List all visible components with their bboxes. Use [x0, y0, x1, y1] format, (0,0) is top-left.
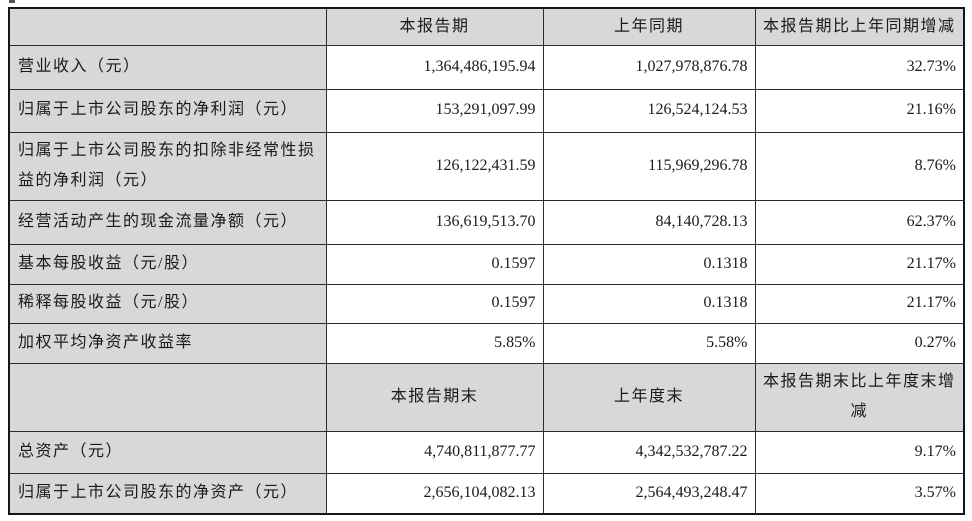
value-change: 21.16% — [754, 88, 965, 133]
table-row-diluted-eps: 稀释每股收益（元/股） 0.1597 0.1318 21.17% — [8, 283, 965, 324]
value-change: 32.73% — [754, 44, 965, 90]
value-current-period: 0.1597 — [325, 283, 544, 324]
table-row-net-profit: 归属于上市公司股东的净利润（元） 153,291,097.99 126,524,… — [8, 88, 965, 133]
table-row-total-assets: 总资产（元） 4,740,811,877.77 4,342,532,787.22… — [8, 430, 965, 474]
balance-header-row: 本报告期末 上年度末 本报告期末比上年度末增减 — [8, 362, 965, 432]
clipped-text-artifact — [9, 0, 15, 3]
table-row-operating-cash-flow: 经营活动产生的现金流量净额（元） 136,619,513.70 84,140,7… — [8, 199, 965, 245]
value-current-period: 126,122,431.59 — [325, 131, 544, 201]
header-prior-period: 上年同期 — [542, 7, 756, 46]
table-row-revenue: 营业收入（元） 1,364,486,195.94 1,027,978,876.7… — [8, 44, 965, 90]
row-label: 总资产（元） — [8, 430, 327, 474]
value-prior-period: 4,342,532,787.22 — [542, 430, 756, 474]
row-label: 归属于上市公司股东的扣除非经常性损益的净利润（元） — [8, 131, 327, 201]
row-label: 稀释每股收益（元/股） — [8, 283, 327, 324]
value-change: 3.57% — [754, 472, 965, 515]
period-header-row: 本报告期 上年同期 本报告期比上年同期增减 — [8, 7, 965, 46]
header-period-change: 本报告期比上年同期增减 — [754, 7, 965, 46]
key-financials-table: 本报告期 上年同期 本报告期比上年同期增减 营业收入（元） 1,364,486,… — [8, 7, 965, 515]
value-current-period: 153,291,097.99 — [325, 88, 544, 133]
header-balance-change: 本报告期末比上年度末增减 — [754, 362, 965, 432]
row-label: 基本每股收益（元/股） — [8, 243, 327, 285]
value-change: 0.27% — [754, 322, 965, 364]
value-prior-period: 126,524,124.53 — [542, 88, 756, 133]
value-current-period: 1,364,486,195.94 — [325, 44, 544, 90]
row-label: 归属于上市公司股东的净利润（元） — [8, 88, 327, 133]
value-prior-period: 1,027,978,876.78 — [542, 44, 756, 90]
header-end-of-period: 本报告期末 — [325, 362, 544, 432]
value-change: 62.37% — [754, 199, 965, 245]
value-prior-period: 5.58% — [542, 322, 756, 364]
value-prior-period: 115,969,296.78 — [542, 131, 756, 201]
row-label: 经营活动产生的现金流量净额（元） — [8, 199, 327, 245]
header-blank-cell — [8, 7, 327, 46]
value-current-period: 2,656,104,082.13 — [325, 472, 544, 515]
value-prior-period: 0.1318 — [542, 243, 756, 285]
value-current-period: 0.1597 — [325, 243, 544, 285]
value-prior-period: 2,564,493,248.47 — [542, 472, 756, 515]
header-current-period: 本报告期 — [325, 7, 544, 46]
value-change: 9.17% — [754, 430, 965, 474]
row-label: 加权平均净资产收益率 — [8, 322, 327, 364]
value-current-period: 5.85% — [325, 322, 544, 364]
table-row-weighted-avg-roe: 加权平均净资产收益率 5.85% 5.58% 0.27% — [8, 322, 965, 364]
value-current-period: 4,740,811,877.77 — [325, 430, 544, 474]
header-end-of-prior-year: 上年度末 — [542, 362, 756, 432]
value-change: 21.17% — [754, 243, 965, 285]
value-current-period: 136,619,513.70 — [325, 199, 544, 245]
table-row-net-profit-excl-nonrecurring: 归属于上市公司股东的扣除非经常性损益的净利润（元） 126,122,431.59… — [8, 131, 965, 201]
value-change: 21.17% — [754, 283, 965, 324]
table-row-basic-eps: 基本每股收益（元/股） 0.1597 0.1318 21.17% — [8, 243, 965, 285]
table-row-net-assets: 归属于上市公司股东的净资产（元） 2,656,104,082.13 2,564,… — [8, 472, 965, 515]
value-change: 8.76% — [754, 131, 965, 201]
row-label: 归属于上市公司股东的净资产（元） — [8, 472, 327, 515]
value-prior-period: 84,140,728.13 — [542, 199, 756, 245]
value-prior-period: 0.1318 — [542, 283, 756, 324]
row-label: 营业收入（元） — [8, 44, 327, 90]
header-blank-cell — [8, 362, 327, 432]
